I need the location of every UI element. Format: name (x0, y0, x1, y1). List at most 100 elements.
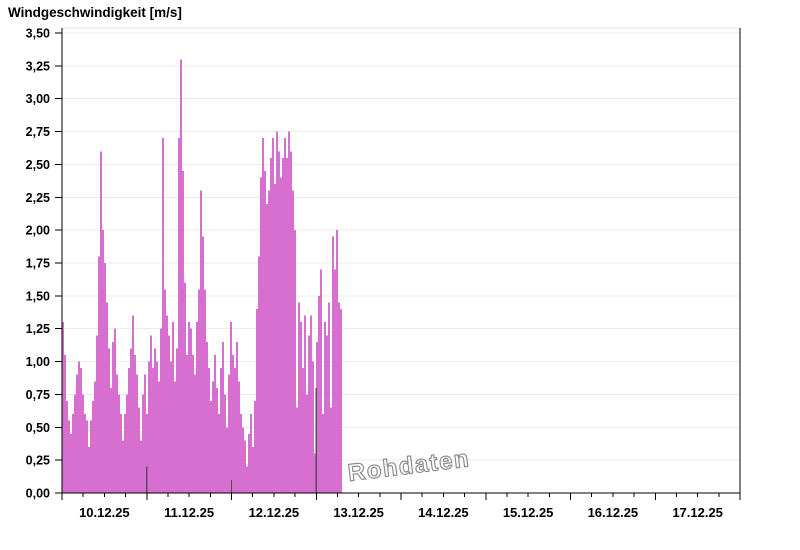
bar (260, 177, 263, 493)
bar (252, 447, 255, 493)
bar (86, 420, 88, 493)
x-tick-label: 10.12.25 (79, 505, 130, 520)
h-gridlines (62, 27, 740, 461)
bar (102, 230, 104, 493)
day-boundary-markers (146, 387, 317, 493)
x-tick-label: 11.12.25 (164, 505, 214, 520)
bar (196, 322, 199, 493)
y-tick-label: 1,25 (26, 322, 50, 336)
bar (122, 440, 124, 493)
bar (228, 374, 231, 493)
bar (154, 348, 156, 493)
y-tick-label: 2,25 (26, 191, 50, 205)
bar (258, 256, 261, 493)
y-tick-label: 3,50 (26, 27, 50, 41)
y-tick-label: 2,75 (26, 125, 50, 139)
bar (262, 138, 265, 493)
bar (224, 394, 227, 493)
x-axis-ticks: 10.12.25 11.12.25 12.12.25 13.12.25 14.12.25… (61, 493, 741, 520)
bar (80, 368, 82, 493)
bar (280, 177, 283, 493)
bar (74, 394, 76, 493)
bar (68, 420, 70, 493)
bar (166, 315, 169, 493)
bar (88, 447, 90, 493)
y-tick-label: 3,25 (26, 59, 50, 73)
bar (214, 355, 217, 493)
bar (218, 414, 221, 493)
bar (162, 138, 164, 493)
bar (216, 387, 219, 493)
y-tick-label: 1,50 (26, 289, 50, 303)
bar (230, 322, 233, 493)
y-tick-label: 0,50 (26, 421, 50, 435)
bar (318, 295, 321, 493)
bar (330, 407, 333, 493)
y-tick-label: 2,50 (26, 158, 50, 172)
bar (304, 315, 307, 493)
bar (188, 322, 191, 493)
bar (172, 322, 175, 493)
bar (328, 302, 331, 493)
bar (76, 374, 78, 493)
bar (244, 440, 247, 493)
bar (190, 328, 193, 493)
y-tick-label: 2,00 (26, 224, 50, 238)
day-boundary-marker (146, 466, 148, 493)
bar (156, 361, 158, 493)
bar (334, 269, 337, 493)
bar (118, 394, 120, 493)
bar (168, 335, 171, 493)
bar (202, 236, 205, 493)
bar (248, 433, 251, 493)
bar (290, 151, 293, 494)
bar (242, 427, 245, 493)
bar (298, 302, 301, 493)
bar (72, 414, 74, 493)
bar (142, 394, 144, 493)
bar (62, 322, 64, 493)
bar (240, 414, 243, 493)
bar (136, 374, 138, 493)
x-tick-label: 13.12.25 (333, 505, 384, 520)
chart-title: Windgeschwindigkeit [m/s] (8, 5, 182, 20)
bar (288, 131, 291, 493)
y-tick-label: 0,75 (26, 388, 50, 402)
bar (238, 381, 241, 493)
bar (152, 368, 154, 493)
bar (322, 414, 325, 493)
x-tick-label: 16.12.25 (588, 505, 639, 520)
bar (284, 138, 287, 493)
bar (146, 414, 148, 493)
x-tick-label: 17.12.25 (672, 505, 723, 520)
y-tick-label: 3,00 (26, 92, 50, 106)
bar (144, 374, 146, 493)
bar (150, 335, 152, 493)
bar (208, 368, 211, 493)
bar (278, 151, 281, 494)
y-axis-ticks: 0,00 0,25 0,50 0,75 1,00 1,25 1,50 1,75 2,00 2,25… (26, 27, 62, 501)
bar (108, 348, 110, 493)
bar (250, 414, 253, 493)
bar (82, 394, 84, 493)
day-boundary-marker (230, 479, 233, 493)
bar (160, 328, 162, 493)
y-tick-label: 0,00 (26, 487, 50, 501)
bar (308, 335, 311, 493)
bar (220, 368, 223, 493)
bar (90, 420, 92, 493)
bar (158, 381, 160, 493)
bar (174, 381, 177, 493)
bar (282, 157, 285, 494)
bar (256, 309, 259, 493)
bar (110, 387, 112, 493)
bar (148, 361, 150, 493)
bar (138, 407, 140, 493)
bar (184, 282, 187, 493)
bar (294, 230, 297, 493)
bar (302, 368, 305, 493)
bar (200, 190, 203, 493)
bar (70, 433, 72, 493)
bar (296, 407, 299, 493)
bar (232, 355, 235, 493)
